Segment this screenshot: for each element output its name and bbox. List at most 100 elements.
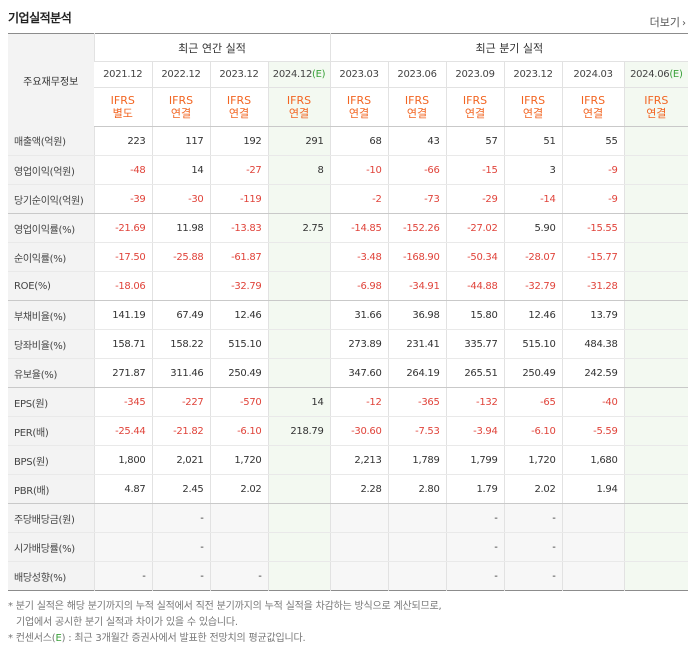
table-cell — [561, 503, 625, 533]
table-cell: 12.46 — [209, 300, 268, 330]
table-cell — [623, 416, 689, 446]
period-label: 2022.12 — [161, 69, 201, 80]
table-cell: 1,789 — [387, 445, 447, 475]
period-header: 2023.12 — [209, 61, 268, 88]
table-row: ROE(%) -18.06 -32.79 -6.98 -34.91 -44.88 -32.7… — [8, 271, 689, 301]
accounting-standard: IFRS 연결 — [445, 87, 505, 127]
accounting-standard: IFRS 연결 — [387, 87, 447, 127]
metric-label: BPS(원) — [8, 445, 94, 475]
table-cell: 117 — [151, 126, 210, 156]
table-cell — [93, 503, 152, 533]
standard-name: IFRS — [286, 94, 312, 107]
period-label: 2023.12 — [513, 69, 553, 80]
metric-label: 순이익률(%) — [8, 242, 94, 272]
table-cell: -168.90 — [387, 242, 447, 272]
quarterly-group-header: 최근 분기 실적 — [329, 33, 689, 62]
footnote-quarterly-cont: 기업에서 공시한 분기 실적과 차이가 있을 수 있습니다. — [16, 617, 238, 628]
table-cell: 223 — [93, 126, 152, 156]
table-cell: -9 — [561, 184, 625, 214]
table-cell: -132 — [445, 387, 505, 417]
period-header: 2023.03 — [329, 61, 389, 88]
table-cell: 273.89 — [329, 329, 389, 359]
footnote-consensus: * 컨센서스(E) : 최근 3개월간 증권사에서 발표한 전망치의 평균값입니… — [8, 631, 442, 647]
table-cell: -30.60 — [329, 416, 389, 446]
table-row: PER(배) -25.44 -21.82 -6.10 218.79 -30.60 -7.53… — [8, 416, 689, 446]
table-cell: -15.55 — [561, 213, 625, 243]
table-cell: 335.77 — [445, 329, 505, 359]
table-cell: - — [93, 561, 152, 591]
table-cell — [209, 503, 268, 533]
footnotes: * 분기 실적은 해당 분기까지의 누적 실적에서 직전 분기까지의 누적 실적… — [8, 599, 442, 647]
table-cell: -119 — [209, 184, 268, 214]
table-cell: 1.94 — [561, 474, 625, 504]
table-row: 배당성향(%) - - - - - — [8, 561, 689, 591]
table-cell: -3.94 — [445, 416, 505, 446]
period-header: 2024.06(E) — [623, 61, 689, 88]
table-cell: -27 — [209, 155, 268, 185]
table-cell: -32.79 — [209, 271, 268, 301]
table-cell: - — [445, 532, 505, 562]
table-cell: 31.66 — [329, 300, 389, 330]
table-cell: 264.19 — [387, 358, 447, 388]
table-cell: 5.90 — [503, 213, 563, 243]
table-cell: -14 — [503, 184, 563, 214]
table-cell — [267, 532, 331, 562]
table-cell: - — [151, 532, 210, 562]
table-cell — [267, 358, 331, 388]
table-cell: -21.69 — [93, 213, 152, 243]
table-cell: 36.98 — [387, 300, 447, 330]
accounting-standard: IFRS 연결 — [267, 87, 331, 127]
table-cell: -61.87 — [209, 242, 268, 272]
period-header: 2023.06 — [387, 61, 447, 88]
table-cell: 347.60 — [329, 358, 389, 388]
table-cell — [623, 300, 689, 330]
accounting-standard: IFRS 연결 — [329, 87, 389, 127]
consolidation-type: 연결 — [348, 107, 370, 120]
period-header: 2022.12 — [151, 61, 210, 88]
table-cell: 15.80 — [445, 300, 505, 330]
table-row: 유보율(%) 271.87 311.46 250.49 347.60 264.19 265.… — [8, 358, 689, 388]
metric-label: PBR(배) — [8, 474, 94, 504]
estimate-mark: E — [55, 633, 62, 644]
group-header-row: 주요재무정보 최근 연간 실적 최근 분기 실적 — [8, 33, 689, 127]
metric-label: ROE(%) — [8, 271, 94, 301]
table-cell: 1,720 — [503, 445, 563, 475]
table-cell: -40 — [561, 387, 625, 417]
table-cell: 12.46 — [503, 300, 563, 330]
table-cell: - — [445, 503, 505, 533]
estimate-mark: (E) — [312, 69, 326, 80]
table-cell: 55 — [561, 126, 625, 156]
table-cell — [387, 532, 447, 562]
table-cell: 67.49 — [151, 300, 210, 330]
table-row: 당좌비율(%) 158.71 158.22 515.10 273.89 231.41 335… — [8, 329, 689, 359]
table-cell — [387, 561, 447, 591]
table-cell — [267, 300, 331, 330]
period-label: 2023.03 — [339, 69, 379, 80]
table-cell: 2,213 — [329, 445, 389, 475]
period-label: 2024.03 — [573, 69, 613, 80]
table-cell — [561, 532, 625, 562]
table-cell: -73 — [387, 184, 447, 214]
table-cell: -6.98 — [329, 271, 389, 301]
period-header: 2021.12 — [94, 61, 152, 88]
table-cell: - — [151, 503, 210, 533]
table-row: 순이익률(%) -17.50 -25.88 -61.87 -3.48 -168.90 -50… — [8, 242, 689, 272]
table-cell: -25.88 — [151, 242, 210, 272]
consolidation-type: 연결 — [646, 107, 667, 120]
table-cell: - — [151, 561, 210, 591]
table-cell: 158.22 — [151, 329, 210, 359]
table-cell: -227 — [151, 387, 210, 417]
table-cell: 2.02 — [209, 474, 268, 504]
table-cell — [623, 503, 689, 533]
table-cell: -15.77 — [561, 242, 625, 272]
period-header: 2023.12 — [503, 61, 563, 88]
more-link[interactable]: 더보기 › — [650, 14, 686, 30]
table-cell — [267, 561, 331, 591]
table-cell: -570 — [209, 387, 268, 417]
table-cell: 2.02 — [503, 474, 563, 504]
table-cell: -30 — [151, 184, 210, 214]
footnote-consensus-prefix: * 컨센서스( — [8, 633, 56, 644]
metric-label: 매출액(억원) — [8, 126, 94, 156]
accounting-standard: IFRS 연결 — [503, 87, 563, 127]
table-cell: -13.83 — [209, 213, 268, 243]
